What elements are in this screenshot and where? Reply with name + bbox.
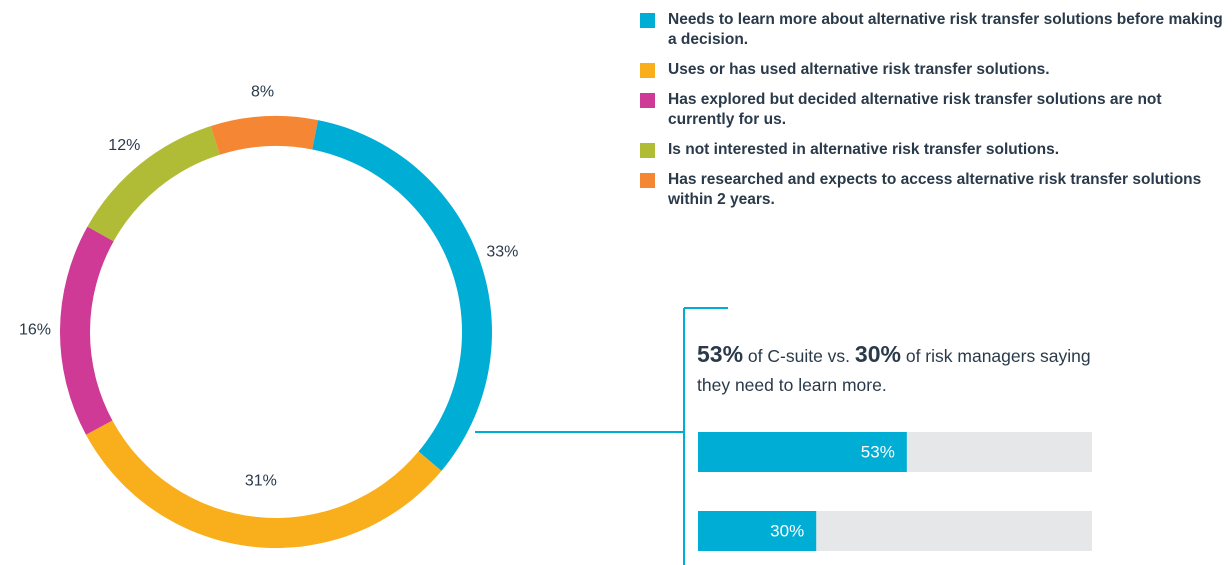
legend-swatch — [640, 143, 655, 158]
legend-label: Has explored but decided alternative ris… — [668, 91, 1162, 128]
donut-segment — [87, 126, 220, 242]
text: of C-suite vs. — [747, 346, 851, 366]
legend-swatch — [640, 173, 655, 188]
data-label: 12% — [108, 137, 140, 154]
bar — [698, 432, 907, 472]
text: of risk managers saying they need to lea… — [697, 346, 1091, 395]
legend-label: Has researched and expects to access alt… — [668, 171, 1202, 208]
donut-segment — [312, 120, 492, 471]
legend-item: Has researched and expects to access alt… — [640, 170, 1223, 210]
data-label: 16% — [19, 322, 51, 339]
legend: Needs to learn more about alternative ri… — [640, 10, 1230, 220]
callout-text: 53% of C-suite vs. 30% of risk managers … — [697, 340, 1117, 400]
data-label: 31% — [245, 472, 277, 489]
donut-segment — [85, 420, 442, 548]
legend-item: Uses or has used alternative risk transf… — [640, 60, 1223, 80]
legend-swatch — [640, 63, 655, 78]
data-label: 8% — [251, 84, 274, 101]
legend-swatch — [640, 93, 655, 108]
data-label: 53% — [861, 442, 895, 461]
legend-item: Needs to learn more about alternative ri… — [640, 10, 1223, 50]
data-label: 30% — [770, 521, 804, 540]
bar — [698, 511, 817, 551]
data-label: 33% — [486, 244, 518, 261]
legend-swatch — [640, 13, 655, 28]
legend-item: Has explored but decided alternative ris… — [640, 90, 1223, 130]
donut-segment — [210, 116, 318, 155]
highlight: 53% — [697, 341, 744, 367]
donut-segment — [60, 226, 114, 435]
legend-label: Needs to learn more about alternative ri… — [668, 11, 1223, 48]
legend-label: Uses or has used alternative risk transf… — [668, 61, 1050, 78]
highlight: 30% — [854, 341, 901, 367]
legend-label: Is not interested in alternative risk tr… — [668, 141, 1060, 158]
legend-item: Is not interested in alternative risk tr… — [640, 140, 1223, 160]
